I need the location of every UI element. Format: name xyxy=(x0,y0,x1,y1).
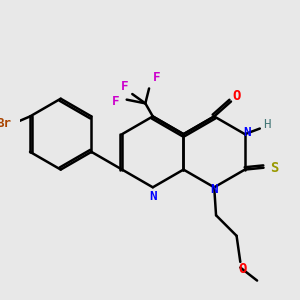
Text: F: F xyxy=(112,95,119,108)
Text: O: O xyxy=(232,89,241,103)
Text: O: O xyxy=(238,262,246,276)
Text: Br: Br xyxy=(0,117,11,130)
Text: N: N xyxy=(149,190,157,203)
Text: N: N xyxy=(243,126,250,139)
Text: F: F xyxy=(121,80,129,93)
Text: S: S xyxy=(271,161,279,175)
Text: N: N xyxy=(210,183,218,196)
Text: F: F xyxy=(153,71,160,84)
Text: H: H xyxy=(263,118,271,131)
